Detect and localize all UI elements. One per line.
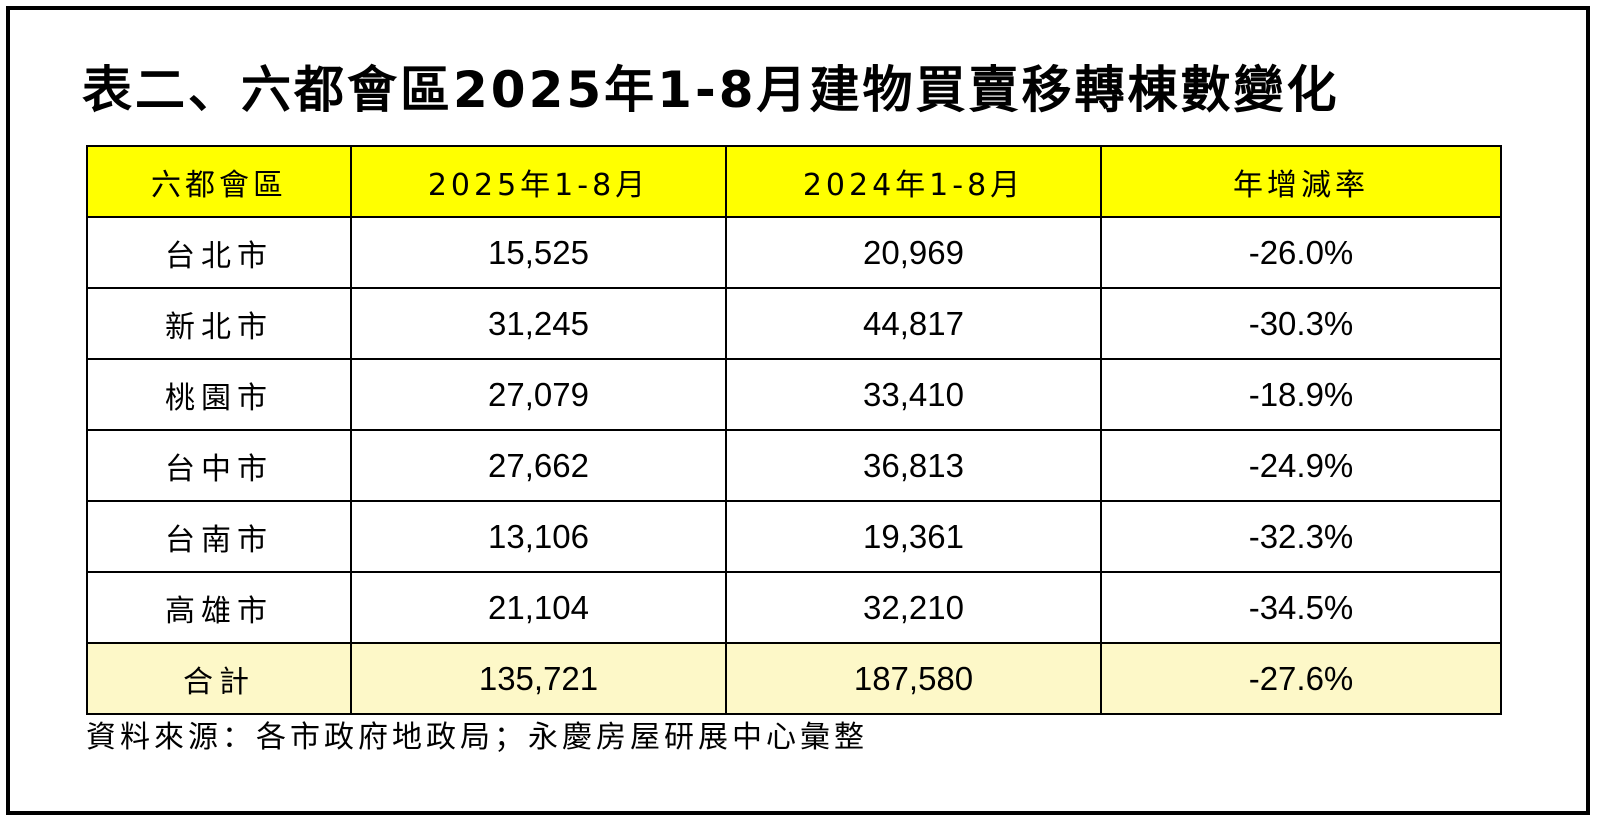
- table-row: 桃園市 27,079 33,410 -18.9%: [86, 358, 1502, 431]
- total-row: 合計 135,721 187,580 -27.6%: [86, 642, 1502, 715]
- page-title: 表二、六都會區2025年1-8月建物買賣移轉棟數變化: [82, 61, 1340, 119]
- cell-region: 桃園市: [86, 358, 352, 431]
- cell-region: 台中市: [86, 429, 352, 502]
- cell-2024: 36,813: [725, 429, 1102, 502]
- table-row: 台北市 15,525 20,969 -26.0%: [86, 216, 1502, 289]
- cell-region: 高雄市: [86, 571, 352, 644]
- cell-2024: 20,969: [725, 216, 1102, 289]
- cell-2025: 21,104: [350, 571, 727, 644]
- cell-change: -18.9%: [1100, 358, 1502, 431]
- cell-total-change: -27.6%: [1100, 642, 1502, 715]
- cell-2025: 13,106: [350, 500, 727, 573]
- header-2025: 2025年1-8月: [350, 145, 727, 218]
- cell-2024: 33,410: [725, 358, 1102, 431]
- cell-total-2024: 187,580: [725, 642, 1102, 715]
- table-row: 台中市 27,662 36,813 -24.9%: [86, 429, 1502, 502]
- cell-change: -34.5%: [1100, 571, 1502, 644]
- table-row: 高雄市 21,104 32,210 -34.5%: [86, 571, 1502, 644]
- cell-region: 台北市: [86, 216, 352, 289]
- cell-region: 台南市: [86, 500, 352, 573]
- table-header-row: 六都會區 2025年1-8月 2024年1-8月 年增減率: [86, 145, 1502, 218]
- cell-2024: 44,817: [725, 287, 1102, 360]
- cell-2025: 15,525: [350, 216, 727, 289]
- header-region: 六都會區: [86, 145, 352, 218]
- cell-change: -26.0%: [1100, 216, 1502, 289]
- cell-change: -24.9%: [1100, 429, 1502, 502]
- cell-total-label: 合計: [86, 642, 352, 715]
- cell-2024: 32,210: [725, 571, 1102, 644]
- header-change: 年增減率: [1100, 145, 1502, 218]
- cell-total-2025: 135,721: [350, 642, 727, 715]
- cell-change: -30.3%: [1100, 287, 1502, 360]
- cell-change: -32.3%: [1100, 500, 1502, 573]
- cell-region: 新北市: [86, 287, 352, 360]
- cell-2024: 19,361: [725, 500, 1102, 573]
- table-row: 新北市 31,245 44,817 -30.3%: [86, 287, 1502, 360]
- source-note: 資料來源：各市政府地政局；永慶房屋研展中心彙整: [86, 720, 868, 755]
- header-2024: 2024年1-8月: [725, 145, 1102, 218]
- transfer-table: 六都會區 2025年1-8月 2024年1-8月 年增減率 台北市 15,525…: [86, 145, 1502, 715]
- table-row: 台南市 13,106 19,361 -32.3%: [86, 500, 1502, 573]
- cell-2025: 27,662: [350, 429, 727, 502]
- cell-2025: 27,079: [350, 358, 727, 431]
- cell-2025: 31,245: [350, 287, 727, 360]
